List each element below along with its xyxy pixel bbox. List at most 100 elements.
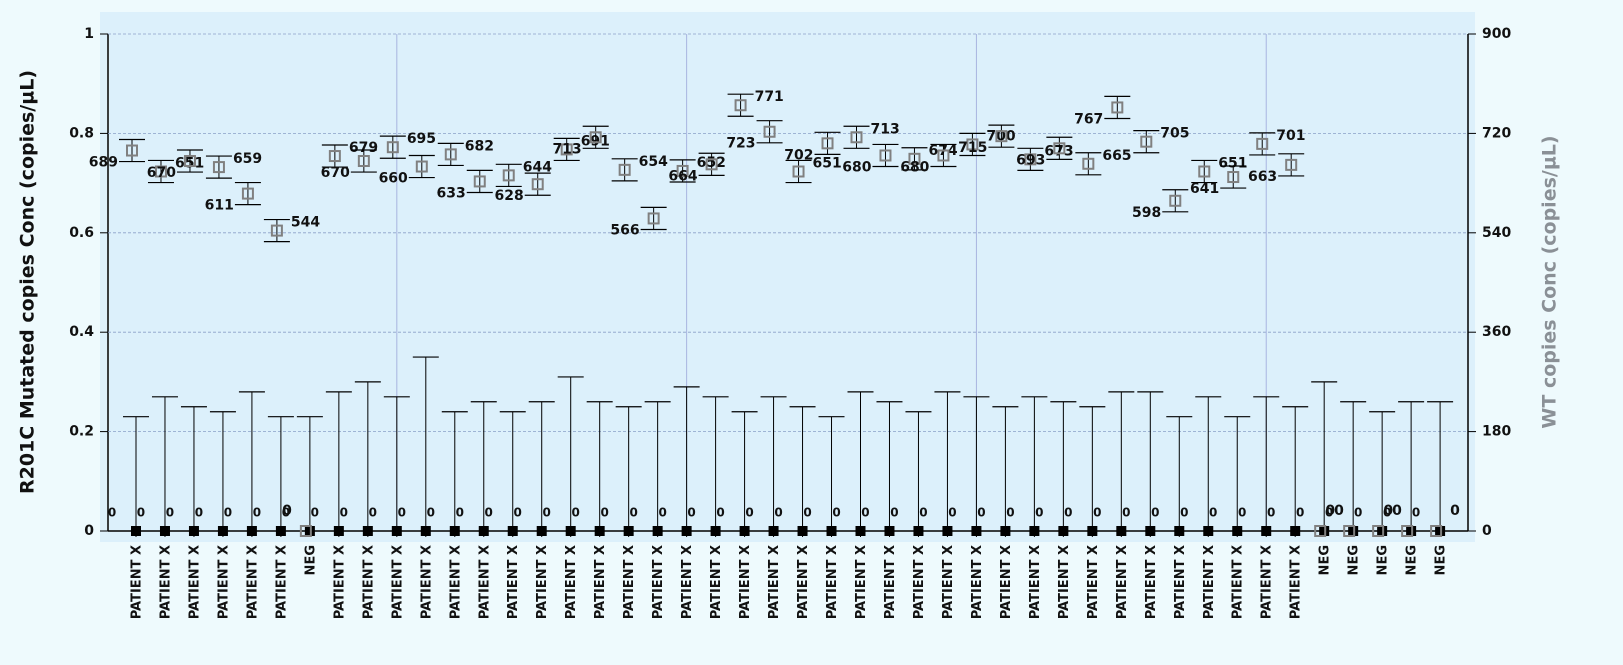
point [1174,526,1185,536]
x-tick-label: PATIENT X [187,545,202,619]
point [1343,525,1356,537]
data-label: 0 [166,506,174,520]
data-label: 715 [958,140,987,156]
x-tick-label: NEG [1376,545,1391,575]
point [618,163,631,176]
x-tick-label: PATIENT X [390,545,405,619]
plot-background [100,12,1475,542]
y-tick-label: 0.6 [69,225,94,241]
point [1314,525,1327,537]
data-label: 0 [1093,506,1101,520]
x-tick-label: PATIENT X [970,545,985,619]
y2-tick-label: 180 [1482,424,1511,440]
point [623,526,634,536]
point [212,161,225,174]
data-label: 0 [427,506,435,520]
data-label: 0 [195,506,203,520]
x-tick-label: PATIENT X [854,545,869,619]
data-label: 0 [1238,506,1246,520]
point [681,526,692,536]
data-label: 0 [687,506,695,520]
data-label: 633 [437,185,466,201]
y2-tick-label: 720 [1482,125,1511,141]
data-label: 680 [900,159,929,175]
x-tick-label: PATIENT X [361,545,376,619]
data-label: 651 [813,156,842,172]
data-label: 0 [340,506,348,520]
data-label: 0 [861,506,869,520]
data-label: 0 [1296,506,1304,520]
data-label: 767 [1074,111,1103,127]
x-tick-label: PATIENT X [419,545,434,619]
data-label: 689 [89,155,118,171]
data-label: 680 [842,159,871,175]
y-tick-label: 1 [84,26,94,42]
point [1261,526,1272,536]
data-label: 0 [108,506,116,520]
data-label: 651 [1218,156,1247,172]
x-tick-label: PATIENT X [535,545,550,619]
data-label: 0 [1383,506,1391,520]
x-tick-label: NEG [1405,545,1420,575]
point [676,164,689,177]
x-tick-label: PATIENT X [593,545,608,619]
data-label: 702 [784,147,813,163]
point [126,144,138,157]
x-tick-label: PATIENT X [1144,545,1159,619]
point [1285,158,1298,171]
x-tick-label: PATIENT X [622,545,637,619]
y-tick-label: 0.4 [69,324,94,340]
point [966,138,979,151]
data-label: 0 [600,506,608,520]
point [188,526,199,536]
data-label: 0 [1392,503,1402,519]
data-label: 679 [349,140,378,156]
point [449,526,460,536]
data-label: 660 [379,171,408,187]
x-tick-label: NEG [1347,545,1362,575]
y-tick-label: 0.2 [69,424,94,440]
point [420,526,431,536]
point [797,526,808,536]
y-axis-title: R201C Mutated copies Conc (copies/µL) [17,70,39,494]
point [971,526,982,536]
y2-axis-title: WT copies Conc (copies/µL) [1539,135,1561,428]
point [1029,526,1040,536]
point [1430,525,1443,537]
data-label: 628 [494,188,523,204]
point [391,526,402,536]
point [1058,526,1069,536]
y2-tick-label: 900 [1482,26,1511,42]
data-label: 0 [514,506,522,520]
x-tick-label: PATIENT X [1202,545,1217,619]
point [1024,153,1037,166]
point [734,99,747,112]
point [183,155,196,168]
point [1087,526,1098,536]
data-label: 0 [745,506,753,520]
data-label: 705 [1160,126,1189,142]
point [415,160,428,173]
x-tick-label: PATIENT X [1028,545,1043,619]
data-label: 0 [1151,506,1159,520]
point [942,526,953,536]
point [333,526,344,536]
point [502,169,515,182]
data-label: 0 [890,506,898,520]
point [386,141,399,154]
x-tick-label: NEG [1434,545,1449,575]
data-label: 701 [1276,128,1305,144]
x-tick-label: PATIENT X [245,545,260,619]
data-label: 611 [205,198,234,214]
point [1203,526,1214,536]
point [1232,526,1243,536]
x-tick-label: PATIENT X [912,545,927,619]
point [536,526,547,536]
y2-tick-label: 360 [1482,324,1511,340]
data-label: 0 [832,506,840,520]
data-label: 566 [610,222,639,238]
data-label: 0 [1325,503,1335,519]
data-label: 0 [977,506,985,520]
point [531,178,544,191]
